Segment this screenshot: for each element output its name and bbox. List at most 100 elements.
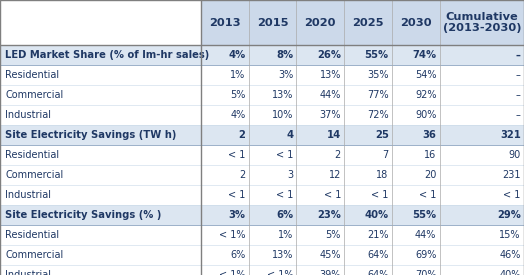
Text: 3%: 3% xyxy=(278,70,293,80)
Bar xyxy=(0,165,524,185)
Text: 321: 321 xyxy=(500,130,521,140)
Text: 90%: 90% xyxy=(415,110,436,120)
Text: 29%: 29% xyxy=(497,210,521,220)
Text: 6%: 6% xyxy=(230,250,245,260)
Text: 13%: 13% xyxy=(272,90,293,100)
Text: 7: 7 xyxy=(383,150,389,160)
Text: Commercial: Commercial xyxy=(5,170,63,180)
Text: 45%: 45% xyxy=(320,250,341,260)
Text: 39%: 39% xyxy=(320,270,341,275)
Text: 40%: 40% xyxy=(365,210,389,220)
Text: < 1: < 1 xyxy=(276,150,293,160)
Text: < 1: < 1 xyxy=(419,190,436,200)
Text: 4: 4 xyxy=(286,130,293,140)
Text: LED Market Share (% of lm-hr sales): LED Market Share (% of lm-hr sales) xyxy=(5,50,210,60)
Text: 2025: 2025 xyxy=(352,18,384,28)
Text: Site Electricity Savings (% ): Site Electricity Savings (% ) xyxy=(5,210,161,220)
Text: 5%: 5% xyxy=(230,90,245,100)
Text: 2015: 2015 xyxy=(257,18,288,28)
Text: 20: 20 xyxy=(424,170,436,180)
Text: 2: 2 xyxy=(335,150,341,160)
Bar xyxy=(201,0,524,45)
Text: 10%: 10% xyxy=(272,110,293,120)
Text: Residential: Residential xyxy=(5,70,59,80)
Text: 70%: 70% xyxy=(415,270,436,275)
Text: Commercial: Commercial xyxy=(5,90,63,100)
Text: 12: 12 xyxy=(329,170,341,180)
Text: 55%: 55% xyxy=(412,210,436,220)
Text: Residential: Residential xyxy=(5,230,59,240)
Text: 8%: 8% xyxy=(276,50,293,60)
Text: 64%: 64% xyxy=(367,250,389,260)
Text: Site Electricity Savings (TW h): Site Electricity Savings (TW h) xyxy=(5,130,177,140)
Text: 2030: 2030 xyxy=(400,18,432,28)
Text: 1%: 1% xyxy=(278,230,293,240)
Text: Cumulative
(2013-2030): Cumulative (2013-2030) xyxy=(443,12,521,34)
Text: 92%: 92% xyxy=(415,90,436,100)
Bar xyxy=(0,145,524,165)
Bar xyxy=(0,65,524,85)
Text: 14: 14 xyxy=(326,130,341,140)
Text: 2: 2 xyxy=(239,170,245,180)
Text: 4%: 4% xyxy=(228,50,245,60)
Text: < 1: < 1 xyxy=(228,190,245,200)
Text: 18: 18 xyxy=(376,170,389,180)
Bar xyxy=(0,265,524,275)
Text: 36: 36 xyxy=(422,130,436,140)
Text: < 1%: < 1% xyxy=(219,230,245,240)
Text: 72%: 72% xyxy=(367,110,389,120)
Text: 13%: 13% xyxy=(272,250,293,260)
Text: < 1%: < 1% xyxy=(219,270,245,275)
Text: –: – xyxy=(516,70,521,80)
Text: 2020: 2020 xyxy=(304,18,336,28)
Bar xyxy=(0,185,524,205)
Text: 5%: 5% xyxy=(325,230,341,240)
Text: 2: 2 xyxy=(238,130,245,140)
Text: 23%: 23% xyxy=(317,210,341,220)
Text: 6%: 6% xyxy=(276,210,293,220)
Text: 40%: 40% xyxy=(499,270,521,275)
Text: 35%: 35% xyxy=(367,70,389,80)
Text: 69%: 69% xyxy=(415,250,436,260)
Bar xyxy=(0,125,524,145)
Text: 55%: 55% xyxy=(365,50,389,60)
Text: 231: 231 xyxy=(503,170,521,180)
Text: 21%: 21% xyxy=(367,230,389,240)
Text: 3: 3 xyxy=(287,170,293,180)
Text: 25: 25 xyxy=(375,130,389,140)
Text: 44%: 44% xyxy=(320,90,341,100)
Bar xyxy=(0,205,524,225)
Text: 46%: 46% xyxy=(499,250,521,260)
Text: 1%: 1% xyxy=(230,70,245,80)
Text: 2013: 2013 xyxy=(209,18,241,28)
Text: 26%: 26% xyxy=(317,50,341,60)
Text: 4%: 4% xyxy=(230,110,245,120)
Text: 64%: 64% xyxy=(367,270,389,275)
Text: 13%: 13% xyxy=(320,70,341,80)
Bar xyxy=(0,45,524,65)
Text: 44%: 44% xyxy=(415,230,436,240)
Text: < 1: < 1 xyxy=(504,190,521,200)
Text: < 1: < 1 xyxy=(372,190,389,200)
Text: –: – xyxy=(516,110,521,120)
Text: 77%: 77% xyxy=(367,90,389,100)
Bar xyxy=(0,245,524,265)
Text: < 1: < 1 xyxy=(228,150,245,160)
Text: 16: 16 xyxy=(424,150,436,160)
Text: 74%: 74% xyxy=(412,50,436,60)
Text: Industrial: Industrial xyxy=(5,270,51,275)
Bar xyxy=(0,85,524,105)
Text: < 1: < 1 xyxy=(324,190,341,200)
Text: 37%: 37% xyxy=(320,110,341,120)
Bar xyxy=(0,105,524,125)
Text: 15%: 15% xyxy=(499,230,521,240)
Text: –: – xyxy=(516,50,521,60)
Text: < 1%: < 1% xyxy=(267,270,293,275)
Text: Commercial: Commercial xyxy=(5,250,63,260)
Text: 90: 90 xyxy=(509,150,521,160)
Bar xyxy=(0,225,524,245)
Text: Residential: Residential xyxy=(5,150,59,160)
Text: Industrial: Industrial xyxy=(5,190,51,200)
Text: 54%: 54% xyxy=(415,70,436,80)
Text: 3%: 3% xyxy=(228,210,245,220)
